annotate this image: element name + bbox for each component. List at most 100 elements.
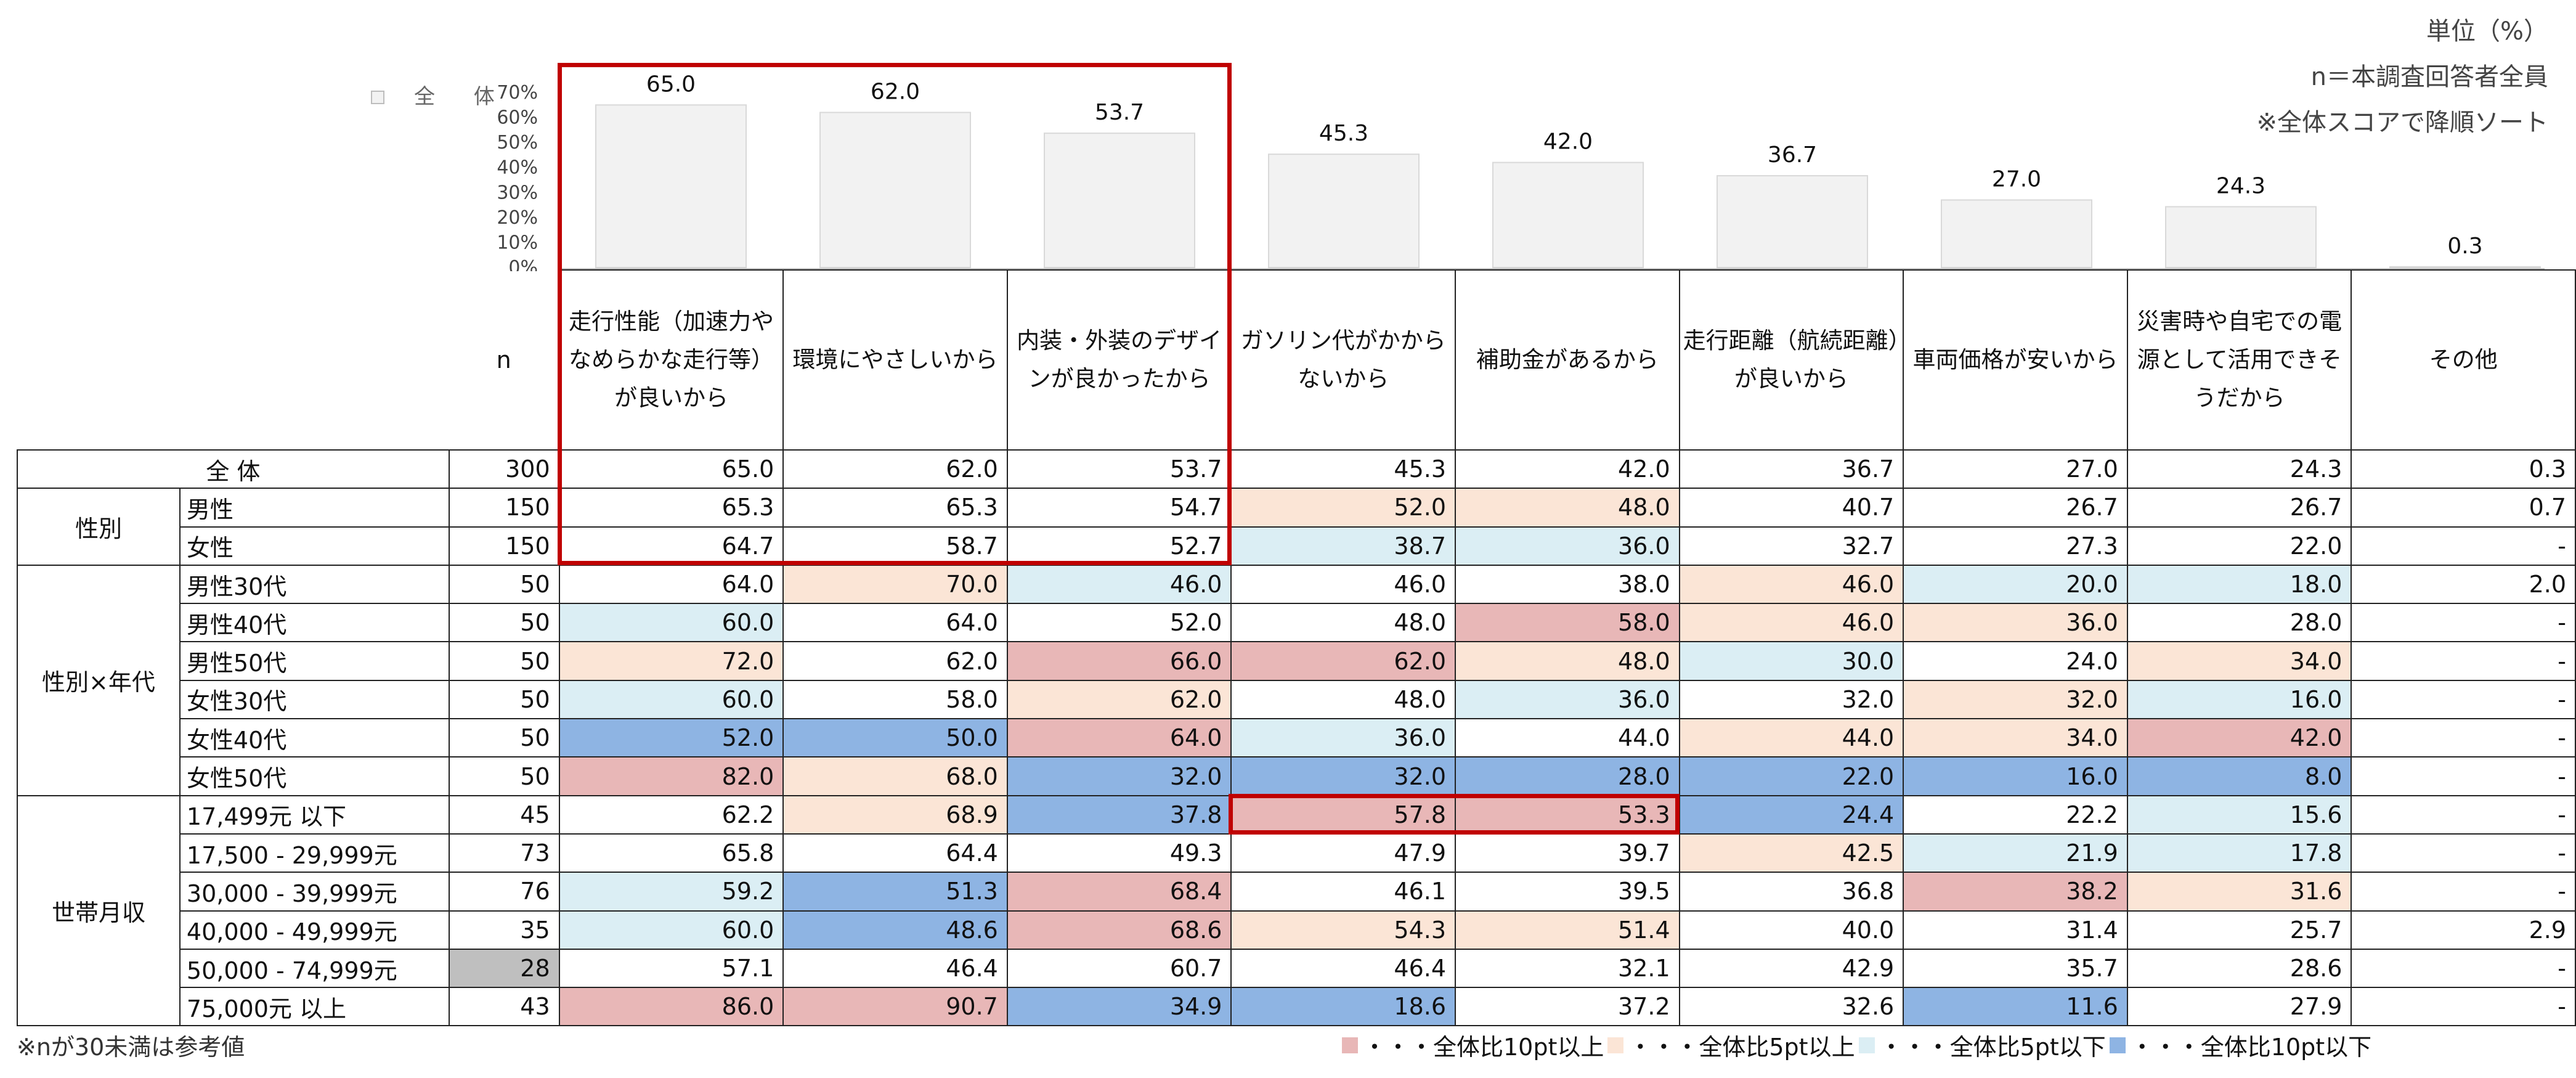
- value-cell: 25.7: [2126, 910, 2352, 950]
- value-cell: 34.9: [1006, 987, 1232, 1027]
- value-cell: 17.8: [2126, 833, 2352, 873]
- row-label: 男性50代: [179, 641, 450, 681]
- value-cell: 62.2: [558, 794, 784, 835]
- row-label: 女性40代: [179, 718, 450, 758]
- value-cell: 18.0: [2126, 564, 2352, 605]
- column-header: 補助金があるから: [1455, 269, 1680, 451]
- value-cell: 82.0: [558, 756, 784, 796]
- value-cell: 18.6: [1230, 987, 1457, 1027]
- value-cell: 36.0: [1903, 603, 2128, 643]
- bar-value-label: 27.0: [1992, 166, 2041, 192]
- value-cell: 48.6: [782, 910, 1008, 950]
- bar-value-label: 65.0: [646, 71, 696, 97]
- n-cell: 73: [448, 833, 560, 873]
- value-cell: 51.4: [1455, 910, 1680, 950]
- legend-label: 全 体: [414, 84, 511, 109]
- bar-chart: 全 体 70% 60% 50% 40% 30% 20% 10% 0% 65.0 62.0 53.7…: [371, 71, 2545, 271]
- n-column-header: n: [496, 346, 511, 374]
- value-cell: 46.0: [1006, 564, 1232, 605]
- value-cell: 53.3: [1455, 794, 1680, 835]
- value-cell: 45.3: [1230, 449, 1457, 489]
- value-cell: 62.0: [782, 449, 1008, 489]
- row-label: 女性: [179, 526, 450, 566]
- value-cell: 64.0: [1006, 718, 1232, 758]
- row-group-label: 性別×年代: [17, 564, 181, 796]
- row-label: 女性30代: [179, 679, 450, 720]
- value-cell: 65.3: [782, 488, 1008, 528]
- value-cell: 24.4: [1678, 794, 1904, 835]
- value-cell: 32.0: [1230, 756, 1457, 796]
- table-row: 女性50代 50 82.0 68.0 32.0 32.0 28.0 22.0 16.0 8.0-: [17, 756, 2576, 796]
- value-cell: 90.7: [782, 987, 1008, 1027]
- bar: [1492, 161, 1644, 268]
- value-cell: 68.9: [782, 794, 1008, 835]
- value-cell: 36.0: [1230, 718, 1457, 758]
- value-cell: 65.3: [558, 488, 784, 528]
- value-cell: 24.0: [1903, 641, 2128, 681]
- value-cell: 46.0: [1230, 564, 1457, 605]
- row-group-label: 世帯月収: [17, 794, 181, 1027]
- value-cell: 28.0: [2126, 603, 2352, 643]
- value-cell: 38.7: [1230, 526, 1457, 566]
- value-cell: 32.0: [1903, 679, 2128, 720]
- value-cell: 40.0: [1678, 910, 1904, 950]
- value-cell: 48.0: [1455, 488, 1680, 528]
- table-row: 30,000 - 39,999元 76 59.2 51.3 68.4 46.1 39.5 36…: [17, 872, 2576, 912]
- bar: [1268, 153, 1420, 268]
- table-row: 女性40代 50 52.0 50.0 64.0 36.0 44.0 44.0 34.0 42.0-: [17, 718, 2576, 758]
- legend-low5: ・・・全体比5pt以下: [1879, 1034, 2106, 1061]
- value-cell: 62.0: [1230, 641, 1457, 681]
- bar: [1941, 199, 2092, 269]
- value-cell: 16.0: [2126, 679, 2352, 720]
- value-cell: -: [2350, 679, 2576, 720]
- bar-series: 65.0 62.0 53.7 45.3 42.0 36.7 27.0 24.3 0.3: [595, 71, 2541, 269]
- row-label: 女性50代: [179, 756, 450, 796]
- bar-value-label: 36.7: [1768, 142, 1817, 168]
- value-cell: 36.0: [1455, 526, 1680, 566]
- value-cell: 53.7: [1006, 449, 1232, 489]
- column-header: その他: [2350, 269, 2576, 451]
- column-header: 走行距離（航続距離）が良いから: [1678, 269, 1904, 451]
- bar: [1044, 133, 1195, 268]
- sort-note: ※全体スコアで降順ソート: [2256, 108, 2548, 137]
- color-legend: ・・・全体比10pt以上 ・・・全体比5pt以上 ・・・全体比5pt以下 ・・・…: [1338, 1028, 2371, 1062]
- value-cell: 35.7: [1903, 948, 2128, 989]
- n-cell: 50: [448, 718, 560, 758]
- value-cell: 66.0: [1006, 641, 1232, 681]
- legend-swatch-low5: [1858, 1037, 1875, 1053]
- value-cell: 48.0: [1455, 641, 1680, 681]
- value-cell: 57.8: [1230, 794, 1457, 835]
- value-cell: 26.7: [2126, 488, 2352, 528]
- value-cell: 68.6: [1006, 910, 1232, 950]
- column-header: ガソリン代がかからないから: [1230, 269, 1457, 451]
- n-cell: 300: [448, 449, 560, 489]
- row-label: 男性30代: [179, 564, 450, 605]
- value-cell: 31.4: [1903, 910, 2128, 950]
- column-header: 環境にやさしいから: [782, 269, 1008, 451]
- value-cell: 28.6: [2126, 948, 2352, 989]
- value-cell: 34.0: [1903, 718, 2128, 758]
- value-cell: 44.0: [1455, 718, 1680, 758]
- value-cell: 22.2: [1903, 794, 2128, 835]
- bar-value-label: 0.3: [2447, 234, 2482, 259]
- value-cell: 60.0: [558, 679, 784, 720]
- bar-value-label: 24.3: [2216, 173, 2265, 198]
- value-cell: 44.0: [1678, 718, 1904, 758]
- crosstab-table: n 走行性能（加速力やなめらかな走行等）が良いから 環境にやさしいから 内装・外装のデ…: [17, 269, 2576, 1027]
- value-cell: -: [2350, 641, 2576, 681]
- value-cell: -: [2350, 526, 2576, 566]
- table-row: 性別 男性 150 65.3 65.3 54.7 52.0 48.0 40.7 26.7 26.7 0…: [17, 488, 2576, 566]
- table-row: 世帯月収 17,499元 以下 45 62.2 68.9 37.8 57.8 53.3 24.4…: [17, 794, 2576, 1027]
- value-cell: -: [2350, 872, 2576, 912]
- value-cell: 58.0: [782, 679, 1008, 720]
- column-header: 走行性能（加速力やなめらかな走行等）が良いから: [558, 269, 784, 451]
- value-cell: 68.0: [782, 756, 1008, 796]
- value-cell: -: [2350, 987, 2576, 1027]
- y-tick-label: 40%: [497, 157, 538, 179]
- table-row: 50,000 - 74,999元 28 57.1 46.4 60.7 46.4 32.1 42…: [17, 948, 2576, 989]
- y-tick-label: 10%: [497, 232, 538, 253]
- bar-value-label: 62.0: [871, 79, 920, 104]
- value-cell: 27.9: [2126, 987, 2352, 1027]
- table-row: 40,000 - 49,999元 35 60.0 48.6 68.6 54.3 51.4 40…: [17, 910, 2576, 950]
- value-cell: 46.4: [1230, 948, 1457, 989]
